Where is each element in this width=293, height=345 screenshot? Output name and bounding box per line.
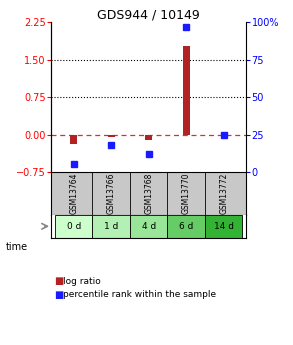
Text: GSM13770: GSM13770 [182,172,191,214]
Bar [130,215,167,238]
Text: 6 d: 6 d [179,222,193,231]
Text: GSM13768: GSM13768 [144,172,153,214]
Text: GSM13766: GSM13766 [107,172,116,214]
Text: 4 d: 4 d [142,222,156,231]
Text: 1 d: 1 d [104,222,118,231]
Bar [183,46,190,135]
Bar [55,215,93,238]
Bar [108,135,115,137]
Text: time: time [6,242,28,252]
Bar [70,135,77,145]
Text: GSM13764: GSM13764 [69,172,78,214]
Bar [167,215,205,238]
Bar [93,215,130,238]
Bar [145,135,152,140]
Text: GSM13772: GSM13772 [219,172,228,214]
Text: 14 d: 14 d [214,222,234,231]
Text: 0 d: 0 d [67,222,81,231]
Bar [205,215,242,238]
Text: ■: ■ [54,276,64,286]
Text: ■: ■ [54,290,64,300]
Text: percentile rank within the sample: percentile rank within the sample [63,290,216,299]
Title: GDS944 / 10149: GDS944 / 10149 [97,8,200,21]
Text: log ratio: log ratio [63,277,101,286]
